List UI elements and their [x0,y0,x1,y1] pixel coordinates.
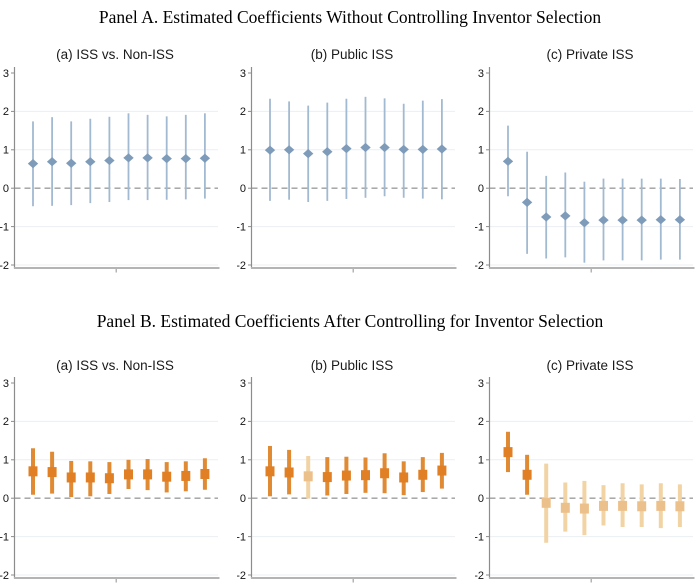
panel-b-subplot-b-title: (b) Public ISS [310,358,394,373]
svg-text:1: 1 [3,455,9,467]
panel-a-subplot-b-chart: 3 2 1 0 -1 -2 [237,67,457,273]
svg-text:0: 0 [3,493,9,505]
svg-text:-1: -1 [237,221,246,233]
svg-text:-1: -1 [0,221,9,233]
svg-text:-2: -2 [0,570,9,582]
svg-text:3: 3 [478,378,484,390]
panel-a-subplot-c-chart: 3 2 1 0 -1 -2 [475,67,695,273]
svg-text:2: 2 [478,106,484,118]
svg-text:0: 0 [478,183,484,195]
svg-text:1: 1 [478,145,484,157]
panel-a-subplot-c-title: (c) Private ISS [546,47,634,62]
svg-text:-2: -2 [0,260,9,272]
panel-a-subplot-a-chart: 3 2 1 0 -1 -2 [0,67,220,273]
svg-text:3: 3 [240,378,246,390]
panel-a-subplot-a-title: (a) ISS vs. Non-ISS [56,47,174,62]
panel-b-subplot-b-chart: 3 2 1 0 -1 -2 [237,377,457,583]
svg-text:-2: -2 [237,570,246,582]
svg-text:-1: -1 [237,531,246,543]
panel-b-subplot-a-title: (a) ISS vs. Non-ISS [56,358,174,373]
svg-text:-1: -1 [0,531,9,543]
svg-text:-2: -2 [475,570,484,582]
panel-a-title: Panel A. Estimated Coefficients Without … [98,7,602,27]
svg-text:-2: -2 [475,260,484,272]
panel-b-subplot-c-chart: 3 2 1 0 -1 -2 [475,377,695,583]
svg-text:3: 3 [3,68,9,80]
svg-text:2: 2 [3,416,9,428]
svg-text:2: 2 [3,106,9,118]
svg-text:1: 1 [240,145,246,157]
svg-text:1: 1 [240,455,246,467]
svg-text:1: 1 [478,455,484,467]
panel-a-subplot-b-title: (b) Public ISS [310,47,394,62]
panel-b-subplot-c-title: (c) Private ISS [546,358,634,373]
svg-text:0: 0 [240,183,246,195]
svg-text:3: 3 [3,378,9,390]
svg-text:-1: -1 [475,221,484,233]
svg-text:0: 0 [240,493,246,505]
svg-text:0: 0 [3,183,9,195]
svg-text:-2: -2 [237,260,246,272]
panel-b-subplot-a-chart: 3 2 1 0 -1 -2 [0,377,220,583]
svg-text:0: 0 [478,493,484,505]
svg-text:3: 3 [240,68,246,80]
svg-text:1: 1 [3,145,9,157]
svg-text:2: 2 [478,416,484,428]
svg-text:-1: -1 [475,531,484,543]
svg-text:3: 3 [478,68,484,80]
svg-text:2: 2 [240,106,246,118]
svg-text:2: 2 [240,416,246,428]
panel-b-title: Panel B. Estimated Coefficients After Co… [96,311,604,331]
